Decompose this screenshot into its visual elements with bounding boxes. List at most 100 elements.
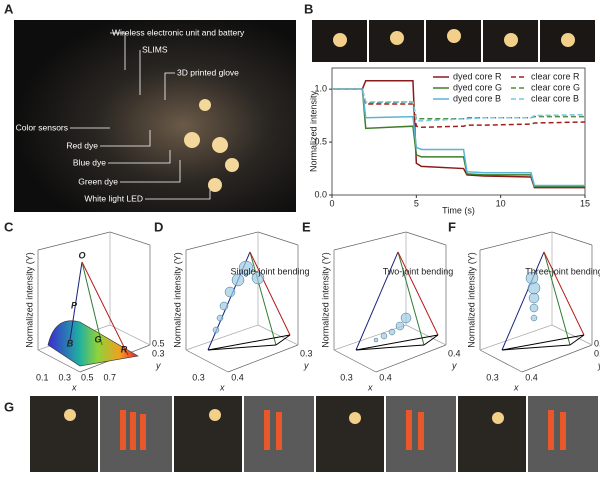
- trajectory-point: [231, 273, 245, 287]
- ternary-panel: Two-joint bending Normalized intensity (Y…: [320, 231, 461, 392]
- axis-line: [257, 231, 299, 246]
- y-tick-label: 0.4: [594, 338, 600, 348]
- x-axis-label: x: [219, 382, 225, 392]
- y-axis-name: y: [451, 360, 457, 370]
- panel-letter: C: [4, 219, 14, 234]
- axis-line: [397, 251, 425, 346]
- axis-line: [249, 251, 291, 336]
- axis-line: [551, 231, 593, 246]
- axis-line: [333, 231, 407, 251]
- y-axis-label: Normalized intensity (Y): [320, 252, 330, 348]
- trajectory-point: [219, 301, 229, 311]
- callout-label: SLIMS: [142, 44, 168, 54]
- axis-line: [333, 324, 407, 351]
- axis-line: [257, 324, 299, 346]
- axis-line: [521, 344, 593, 373]
- panel-letter: D: [154, 219, 163, 234]
- axis-line: [375, 344, 447, 373]
- plot-frame: [331, 67, 586, 196]
- axis-line: [249, 251, 277, 346]
- axis-line: [355, 251, 399, 351]
- trajectory-point: [216, 314, 224, 322]
- y-axis-name: y: [303, 360, 309, 370]
- axis-line: [569, 334, 585, 346]
- trajectory-point: [530, 314, 538, 322]
- y-axis-label: Normalized intensity (Y): [172, 252, 182, 348]
- x-tick-label: 0.3: [58, 372, 71, 382]
- callout-label: Color sensors: [16, 122, 68, 132]
- x-tick-label: 0.3: [340, 372, 353, 382]
- point-label: B: [67, 338, 74, 348]
- y-tick-label: 0.5: [152, 338, 165, 348]
- axis-line: [355, 334, 439, 351]
- x-tick-label: 0.5: [81, 372, 94, 382]
- axis-line: [479, 349, 523, 373]
- series-line: [332, 88, 586, 122]
- callout-lines: [70, 32, 211, 200]
- trajectory-point: [528, 292, 540, 304]
- ternary-panel: Three-joint bending Normalized intensity …: [466, 231, 600, 392]
- x-axis-label: Time (s): [442, 205, 475, 215]
- annotation: Three-joint bending: [525, 266, 600, 276]
- trajectory-point: [373, 337, 379, 343]
- point-label: P: [71, 300, 78, 310]
- led-glows: [184, 99, 239, 192]
- legend-label: dyed core G: [453, 82, 502, 92]
- panel-letter: B: [304, 1, 313, 16]
- callout-label: Green dye: [78, 176, 118, 186]
- axis-line: [109, 324, 151, 346]
- axis-line: [275, 334, 291, 346]
- y-tick-label: 0.3: [152, 348, 165, 358]
- axis-line: [81, 261, 129, 356]
- y-tick-label: 1.0: [314, 84, 327, 94]
- panel-letter: A: [4, 1, 14, 16]
- trajectory-point: [395, 321, 405, 331]
- x-tick-label: 15: [580, 198, 590, 208]
- x-axis-label: x: [513, 382, 519, 392]
- y-axis-name: y: [155, 360, 161, 370]
- x-tick-label: 0.1: [36, 372, 49, 382]
- x-tick-label: 5: [414, 198, 419, 208]
- axis-line: [479, 324, 553, 351]
- x-tick-label: 10: [496, 198, 506, 208]
- trajectory-point: [251, 271, 265, 285]
- trajectory-point: [224, 286, 236, 298]
- x-tick-label: 0.3: [192, 372, 205, 382]
- x-tick-label: 0.7: [103, 372, 116, 382]
- axis-line: [333, 349, 377, 373]
- axis-line: [69, 261, 83, 341]
- photo-a: [14, 20, 296, 212]
- x-axis-label: x: [367, 382, 373, 392]
- axis-line: [355, 344, 425, 351]
- chromaticity-locus: [47, 320, 139, 367]
- y-axis-name: y: [597, 360, 600, 370]
- callout-label: 3D printed glove: [177, 67, 239, 77]
- axis-line: [479, 231, 553, 251]
- trajectory-point: [380, 332, 388, 340]
- axis-line: [405, 324, 447, 346]
- y-axis-label: Normalized intensity (Y): [24, 252, 34, 348]
- trajectory-point: [529, 303, 539, 313]
- callout-label: White light LED: [84, 193, 143, 203]
- axis-line: [109, 231, 151, 246]
- photo-strip-b: [312, 20, 595, 62]
- trajectory-point: [388, 328, 396, 336]
- axis-line: [405, 231, 447, 246]
- legend-label: clear core B: [531, 93, 579, 103]
- annotation: Single-joint bending: [230, 266, 309, 276]
- callout-label: Blue dye: [73, 157, 106, 167]
- axis-line: [37, 231, 111, 251]
- trajectory-point: [238, 260, 254, 276]
- callout-label: Wireless electronic unit and battery: [112, 27, 245, 37]
- legend-label: dyed core R: [453, 71, 502, 81]
- trajectory-point: [525, 271, 539, 285]
- x-axis-label: x: [71, 382, 77, 392]
- axis-line: [543, 251, 571, 346]
- legend-label: clear core R: [531, 71, 580, 81]
- axis-line: [543, 251, 585, 336]
- x-tick-label: 0.3: [486, 372, 499, 382]
- ternary-panel: Single-joint bending Normalized intensity…: [172, 231, 313, 392]
